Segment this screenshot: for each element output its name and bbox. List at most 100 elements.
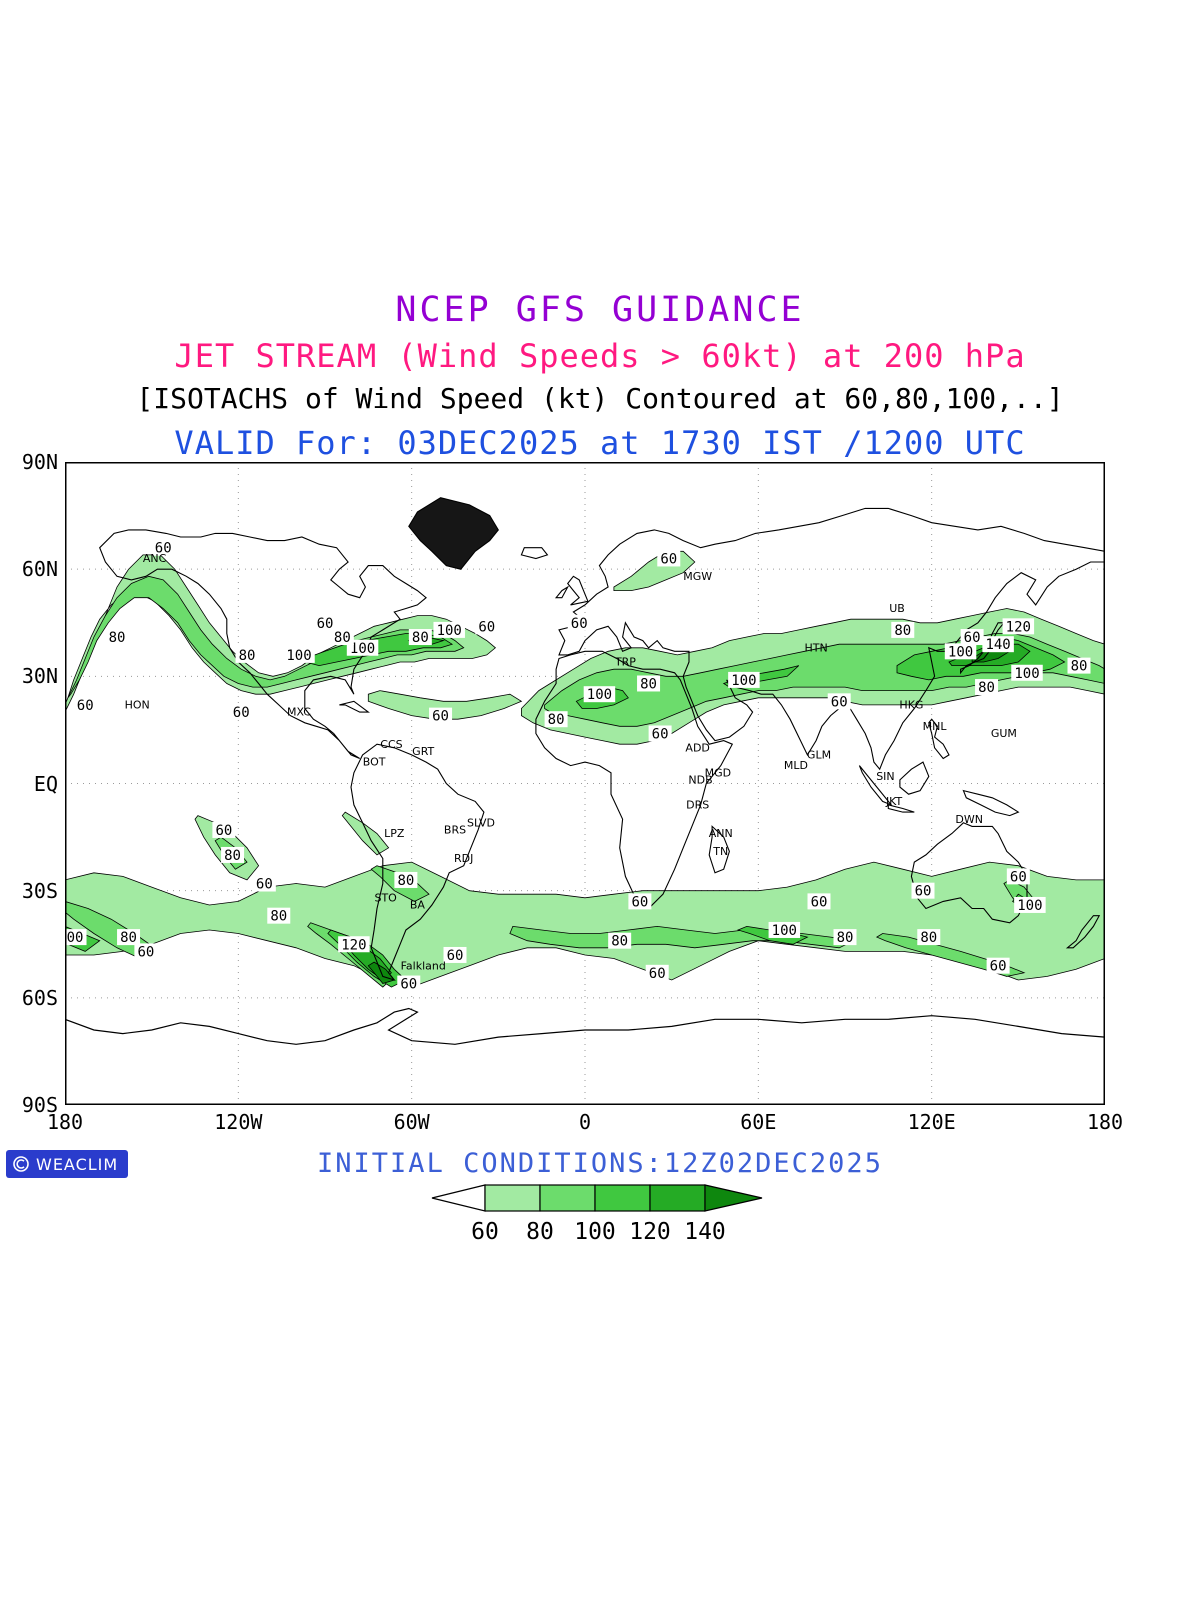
weaclim-text: WEACLIM xyxy=(36,1154,119,1174)
station-JKT: JKT xyxy=(885,795,903,808)
isotach-80-npac-namerica-atlantic-80 xyxy=(67,575,465,699)
station-TRP: TRP xyxy=(614,656,636,669)
coast-south-america xyxy=(350,743,485,982)
svg-text:80: 80 xyxy=(120,930,137,946)
svg-text:60: 60 xyxy=(571,616,588,632)
svg-text:60: 60 xyxy=(811,894,828,910)
coast-philippines xyxy=(928,718,950,760)
station-MXC: MXC xyxy=(287,706,311,719)
chart-description: [ISOTACHS of Wind Speed (kt) Contoured a… xyxy=(136,382,1064,415)
map-area: 60 80 60 80 100 100 80 60 60 100 80 60 60 60 60 80 100 60… xyxy=(65,462,1105,1105)
legend-label-140: 140 xyxy=(684,1219,726,1245)
svg-text:100: 100 xyxy=(1017,898,1042,914)
station-SLVD: SLVD xyxy=(467,816,495,829)
svg-text:80: 80 xyxy=(920,930,937,946)
legend-label-60: 60 xyxy=(471,1219,499,1245)
svg-text:60: 60 xyxy=(652,726,669,742)
svg-text:80: 80 xyxy=(1071,659,1088,675)
svg-text:60: 60 xyxy=(317,616,334,632)
weaclim-icon xyxy=(13,1156,29,1172)
svg-text:140: 140 xyxy=(985,637,1010,653)
lat-axis-label-EQ: EQ xyxy=(33,771,58,796)
lat-axis-label-30N: 30N xyxy=(21,664,58,689)
station-GUM: GUM xyxy=(991,727,1017,740)
lon-axis-label-60E-60: 60E xyxy=(740,1110,777,1134)
svg-text:60: 60 xyxy=(964,630,981,646)
weaclim-logo: WEACLIM xyxy=(6,1150,129,1178)
svg-text:100: 100 xyxy=(65,930,83,946)
lon-axis-label-0-0: 0 xyxy=(578,1110,592,1134)
station-ANC: ANC xyxy=(143,552,167,565)
svg-text:60: 60 xyxy=(233,705,250,721)
station-MGW: MGW xyxy=(683,570,712,583)
svg-text:120: 120 xyxy=(341,937,366,953)
station-HON: HON xyxy=(125,698,150,711)
legend-label-80: 80 xyxy=(526,1219,554,1245)
lon-axis-label-180-180: 180 xyxy=(1086,1110,1124,1134)
station-HTN: HTN xyxy=(804,641,827,654)
svg-text:80: 80 xyxy=(224,848,241,864)
svg-text:80: 80 xyxy=(109,630,126,646)
coast-madagascar xyxy=(708,825,730,874)
legend: 60 80 100 120 140 xyxy=(430,1184,770,1254)
lon-axis-label-60W--60: 60W xyxy=(393,1110,430,1134)
svg-text:80: 80 xyxy=(640,676,657,692)
station-CCS: CCS xyxy=(380,738,402,751)
station-UB: UB xyxy=(889,602,905,615)
svg-text:60: 60 xyxy=(1010,869,1027,885)
svg-text:80: 80 xyxy=(611,934,628,950)
coast-australia xyxy=(910,822,1028,924)
svg-text:60: 60 xyxy=(915,884,932,900)
coast-borneo xyxy=(899,761,930,795)
svg-text:60: 60 xyxy=(137,944,154,960)
station-Falkland: Falkland xyxy=(401,959,446,972)
map-border xyxy=(65,462,1105,1105)
svg-text:80: 80 xyxy=(894,623,911,639)
station-HKG: HKG xyxy=(899,698,923,711)
isotach-60-peru-bolivia-blob xyxy=(341,811,390,856)
coast-north-america xyxy=(99,529,427,760)
coast-cuba xyxy=(339,700,370,713)
svg-text:60: 60 xyxy=(649,966,666,982)
station-SIN: SIN xyxy=(876,770,894,783)
svg-text:100: 100 xyxy=(587,687,612,703)
grid-lines xyxy=(65,462,1105,1105)
station-GRT: GRT xyxy=(412,745,434,758)
station-BOT: BOT xyxy=(363,756,386,769)
coast-iceland xyxy=(520,547,549,560)
svg-text:100: 100 xyxy=(350,641,375,657)
coast-new-zealand xyxy=(1065,915,1101,949)
isotach-60-atlantic-subtropical-arc xyxy=(367,690,523,720)
legend-cell-80 xyxy=(539,1184,596,1212)
svg-text:60: 60 xyxy=(660,551,677,567)
svg-text:100: 100 xyxy=(731,673,756,689)
station-BRS: BRS xyxy=(444,824,466,837)
svg-text:60: 60 xyxy=(400,977,417,993)
coast-greenland xyxy=(408,497,499,570)
lat-axis-label-60N: 60N xyxy=(21,557,58,582)
legend-right-arrow xyxy=(704,1184,763,1212)
lat-axis-label-90N: 90N xyxy=(21,450,58,474)
valid-time: VALID For: 03DEC2025 at 1730 IST /1200 U… xyxy=(174,424,1026,462)
coast-antarctica xyxy=(65,1007,1105,1045)
coast-sumatra xyxy=(858,765,893,807)
svg-text:100: 100 xyxy=(286,648,311,664)
station-LPZ: LPZ xyxy=(384,827,405,840)
svg-text:60: 60 xyxy=(447,948,464,964)
svg-text:60: 60 xyxy=(478,619,495,635)
svg-text:80: 80 xyxy=(397,873,414,889)
chart-subtitle: JET STREAM (Wind Speeds > 60kt) at 200 h… xyxy=(174,337,1026,375)
station-MGD: MGD xyxy=(705,766,732,779)
lon-axis-label-180--180: 180 xyxy=(46,1110,84,1134)
station-GLM: GLM xyxy=(807,748,831,761)
station-RDJ: RDJ xyxy=(454,852,473,865)
station-STO: STO xyxy=(374,891,397,904)
station-DRS: DRS xyxy=(686,799,709,812)
coast-eurasia xyxy=(558,507,1105,771)
svg-text:80: 80 xyxy=(412,630,429,646)
svg-text:60: 60 xyxy=(432,709,449,725)
